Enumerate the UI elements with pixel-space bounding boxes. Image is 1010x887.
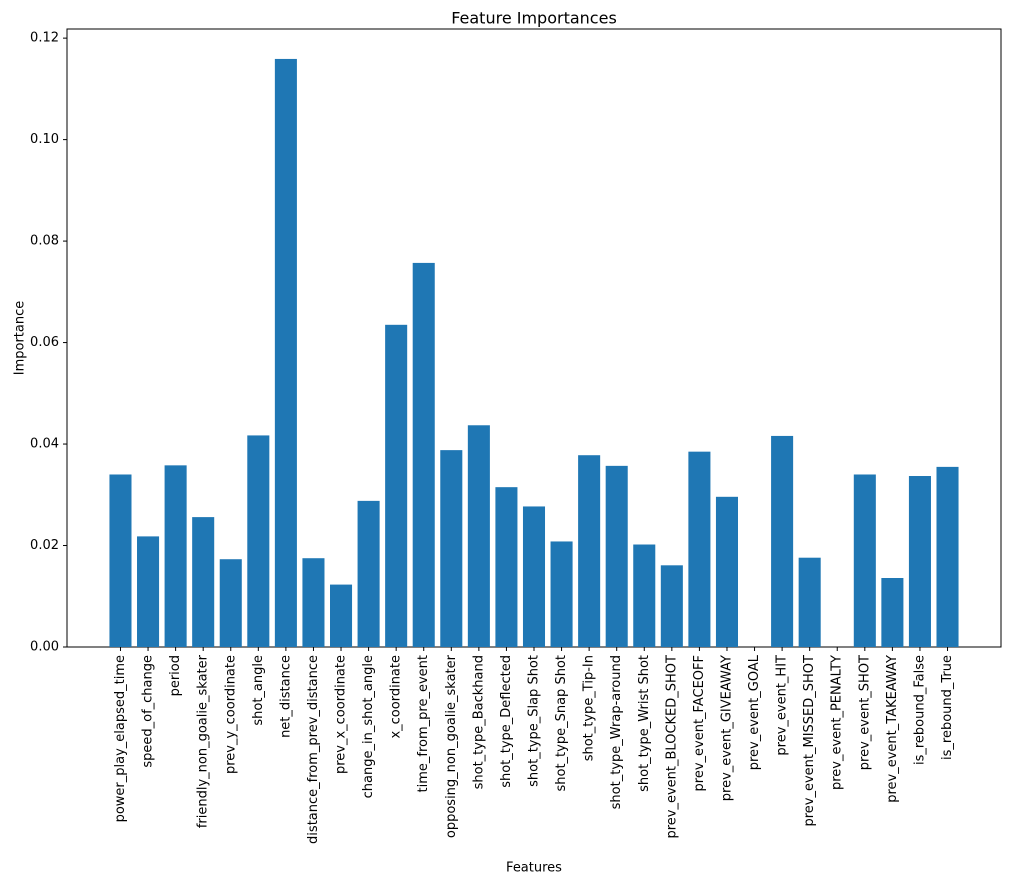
x-tick-label: is_rebound_True — [940, 655, 955, 760]
bar — [715, 496, 738, 647]
bar — [550, 541, 573, 647]
chart-title: Feature Importances — [451, 9, 617, 28]
y-axis-ticks: 0.00 0.02 0.04 0.06 0.08 0.10 0.12 — [30, 31, 67, 655]
x-tick-label: prev_x_coordinate — [334, 655, 349, 774]
x-axis-label: Features — [506, 861, 562, 876]
x-tick-label: time_from_pre_event — [416, 655, 431, 792]
y-tick-label: 0.00 — [30, 640, 59, 655]
bar — [522, 506, 546, 647]
bar — [137, 536, 160, 647]
x-tick-label: shot_type_Wrist Shot — [637, 655, 652, 792]
x-tick-label: shot_type_Slap Shot — [527, 655, 542, 787]
bars-group — [109, 58, 959, 647]
x-tick-label: prev_y_coordinate — [223, 655, 238, 774]
bar — [853, 474, 876, 647]
bar — [578, 455, 601, 647]
x-tick-label: shot_type_Wrap-around — [609, 655, 624, 809]
x-tick-label: prev_event_GOAL — [747, 654, 762, 770]
bar — [385, 324, 408, 647]
bar — [219, 559, 242, 647]
x-tick-label: shot_type_Backhand — [471, 655, 486, 789]
x-tick-label: shot_type_Deflected — [499, 655, 514, 788]
bar — [605, 465, 628, 647]
x-tick-label: shot_type_Snap Shot — [554, 655, 569, 792]
bar — [495, 487, 518, 647]
y-tick-label: 0.12 — [30, 31, 59, 46]
bar — [274, 58, 297, 647]
bar — [660, 565, 683, 647]
bar — [908, 476, 931, 647]
bar — [633, 544, 656, 647]
bar — [109, 474, 132, 647]
bar — [467, 425, 490, 647]
x-tick-label: power_play_elapsed_time — [113, 655, 128, 822]
x-tick-label: prev_event_FACEOFF — [692, 655, 707, 791]
x-tick-label: is_rebound_False — [912, 655, 927, 765]
bar — [192, 517, 215, 647]
x-axis-ticks: power_play_elapsed_time speed_of_change pe… — [113, 647, 955, 844]
bar — [330, 584, 353, 647]
y-tick-label: 0.02 — [30, 538, 59, 553]
bar — [164, 465, 187, 647]
bar — [798, 557, 821, 647]
y-tick-label: 0.06 — [30, 335, 59, 350]
x-tick-label: distance_from_prev_distance — [306, 655, 321, 844]
x-tick-label: prev_event_PENALTY — [830, 655, 845, 790]
bar — [688, 451, 711, 647]
x-tick-label: prev_event_TAKEAWAY — [885, 655, 900, 803]
x-tick-label: change_in_shot_angle — [361, 655, 376, 798]
x-tick-label: opposing_non_goalie_skater — [444, 654, 459, 838]
bar — [412, 262, 435, 647]
bar — [936, 466, 959, 647]
x-tick-label: shot_type_Tip-In — [582, 655, 597, 761]
bar — [771, 435, 794, 647]
y-tick-label: 0.04 — [30, 437, 59, 452]
bar — [247, 435, 270, 647]
x-tick-label: net_distance — [278, 655, 293, 738]
x-tick-label: prev_event_SHOT — [857, 655, 872, 770]
x-tick-label: prev_event_MISSED_SHOT — [802, 655, 817, 827]
x-tick-label: period — [168, 655, 183, 696]
bar — [357, 500, 380, 647]
x-tick-label: speed_of_change — [141, 655, 156, 768]
x-tick-label: prev_event_HIT — [775, 655, 790, 756]
x-tick-label: friendly_non_goalie_skater — [196, 654, 211, 828]
bar — [881, 578, 904, 647]
bar — [302, 558, 325, 647]
y-axis-label: Importance — [13, 301, 28, 376]
y-tick-label: 0.08 — [30, 234, 59, 249]
bar — [440, 450, 463, 647]
x-tick-label: prev_event_GIVEAWAY — [719, 655, 734, 801]
x-tick-label: shot_angle — [251, 655, 266, 726]
x-tick-label: prev_event_BLOCKED_SHOT — [664, 655, 679, 839]
y-tick-label: 0.10 — [30, 132, 59, 147]
x-tick-label: x_coordinate — [389, 655, 404, 739]
